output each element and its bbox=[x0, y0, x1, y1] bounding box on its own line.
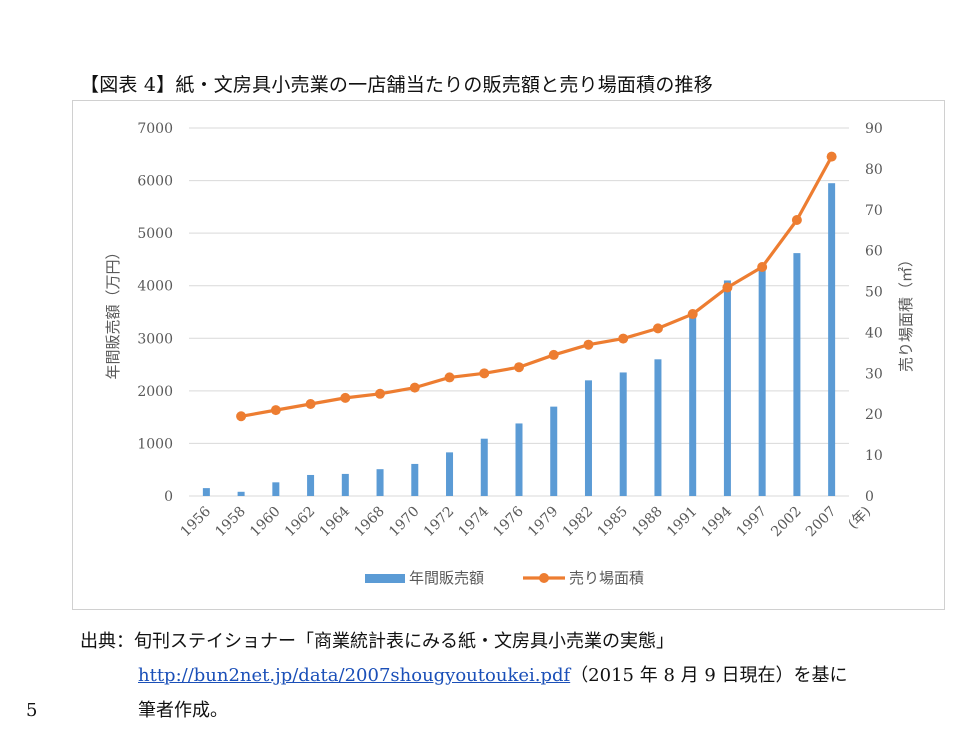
y-left-tick-label: 7000 bbox=[137, 121, 173, 137]
y-left-tick-label: 1000 bbox=[137, 436, 173, 452]
bar bbox=[307, 474, 315, 496]
y-left-tick-label: 3000 bbox=[137, 331, 173, 347]
x-tick-label: 1972 bbox=[421, 504, 458, 541]
bar bbox=[202, 488, 210, 496]
bar bbox=[411, 463, 419, 496]
line-point bbox=[722, 282, 733, 293]
x-tick-label: 1962 bbox=[282, 504, 319, 541]
line-point bbox=[479, 368, 490, 379]
y-right-tick-label: 60 bbox=[865, 244, 883, 260]
bar bbox=[515, 423, 523, 496]
line-point bbox=[409, 382, 420, 393]
y-right-tick-label: 80 bbox=[865, 162, 883, 178]
x-tick-label: 1956 bbox=[178, 503, 215, 540]
line-point bbox=[340, 392, 351, 403]
source-line-1: 出典：旬刊ステイショナー「商業統計表にみる紙・文房具小売業の実態」 bbox=[80, 631, 674, 652]
bar bbox=[758, 269, 766, 496]
line-point bbox=[514, 362, 524, 373]
bar bbox=[723, 280, 731, 496]
x-tick-label: 1968 bbox=[351, 504, 388, 541]
y-left-tick-label: 4000 bbox=[137, 279, 173, 295]
x-tick-label: 1988 bbox=[629, 504, 666, 541]
source-line-2: http://bun2net.jp/data/2007shougyoutouke… bbox=[138, 661, 848, 687]
bar bbox=[654, 359, 662, 496]
y-right-axis-title: 売り場面積（㎡） bbox=[897, 252, 915, 372]
bar bbox=[689, 312, 697, 496]
line-point bbox=[757, 262, 768, 273]
legend-bar-label: 年間販売額 bbox=[409, 569, 484, 587]
x-tick-label: 1970 bbox=[386, 504, 423, 541]
x-tick-label: 1991 bbox=[664, 504, 701, 541]
x-tick-label: 1982 bbox=[560, 504, 597, 541]
y-left-tick-label: 2000 bbox=[137, 384, 173, 400]
figure-title: 【図表 4】紙・文房具小売業の一店舗当たりの販売額と売り場面積の推移 bbox=[80, 74, 713, 96]
line-point bbox=[583, 339, 594, 350]
line-point bbox=[826, 151, 837, 162]
y-left-tick-label: 5000 bbox=[137, 226, 173, 242]
source-line-3: 筆者作成。 bbox=[138, 700, 228, 721]
bar bbox=[828, 183, 836, 496]
y-right-tick-label: 20 bbox=[865, 407, 883, 423]
legend-line-label: 売り場面積 bbox=[569, 569, 644, 587]
x-tick-label: 1997 bbox=[733, 504, 770, 541]
line-point bbox=[687, 309, 698, 320]
line-point bbox=[270, 405, 281, 416]
x-tick-label: 2007 bbox=[803, 504, 840, 541]
page-number: 5 bbox=[26, 700, 38, 721]
y-right-tick-label: 0 bbox=[865, 489, 874, 505]
source-link[interactable]: http://bun2net.jp/data/2007shougyoutouke… bbox=[138, 665, 571, 686]
bar bbox=[341, 473, 349, 496]
y-right-tick-label: 10 bbox=[865, 448, 883, 464]
line-point bbox=[791, 215, 802, 225]
y-right-tick-label: 30 bbox=[865, 366, 883, 382]
line-series bbox=[240, 155, 834, 418]
bar bbox=[237, 491, 245, 496]
y-right-tick-label: 40 bbox=[865, 325, 883, 341]
chart-container: 0 1000 2000 3000 4000 5000 6000 7000 0 10 20 30 40 50… bbox=[72, 100, 945, 610]
bar bbox=[446, 452, 454, 496]
x-tick-label: 2002 bbox=[768, 504, 805, 541]
source-date-note: （2015 年 8 月 9 日現在）を基に bbox=[570, 665, 848, 686]
bar bbox=[376, 469, 384, 496]
x-tick-label: 1964 bbox=[317, 503, 354, 540]
bar bbox=[272, 482, 280, 496]
line-point bbox=[652, 323, 663, 334]
legend-line-marker bbox=[539, 573, 549, 583]
x-tick-label: 1985 bbox=[595, 504, 632, 541]
line-point bbox=[548, 349, 559, 360]
y-right-tick-label: 70 bbox=[865, 203, 883, 219]
x-tick-label: 1994 bbox=[699, 503, 736, 540]
combo-chart: 0 1000 2000 3000 4000 5000 6000 7000 0 10 20 30 40 50… bbox=[104, 121, 915, 587]
bar bbox=[584, 380, 592, 496]
x-tick-label: 1958 bbox=[212, 504, 249, 541]
line-point bbox=[375, 388, 386, 399]
x-tick-label: 1960 bbox=[247, 504, 284, 541]
legend-bar-swatch bbox=[365, 574, 405, 583]
y-right-tick-label: 50 bbox=[865, 285, 883, 301]
bar bbox=[793, 253, 801, 496]
bar bbox=[619, 372, 627, 496]
bar bbox=[480, 438, 488, 496]
y-left-tick-label: 0 bbox=[164, 489, 173, 505]
y-left-tick-label: 6000 bbox=[137, 174, 173, 190]
x-tick-label: 1974 bbox=[456, 503, 493, 540]
x-tick-label: 1976 bbox=[490, 503, 527, 540]
line-point bbox=[444, 372, 455, 383]
y-left-axis-title: 年間販売額（万円） bbox=[104, 244, 122, 379]
x-tick-label: 1979 bbox=[525, 504, 562, 541]
line-point bbox=[305, 399, 316, 409]
line-point bbox=[236, 411, 247, 422]
x-unit-label: (年) bbox=[845, 504, 874, 533]
line-point bbox=[618, 333, 629, 344]
y-right-tick-label: 90 bbox=[865, 121, 883, 137]
bar bbox=[550, 406, 558, 496]
